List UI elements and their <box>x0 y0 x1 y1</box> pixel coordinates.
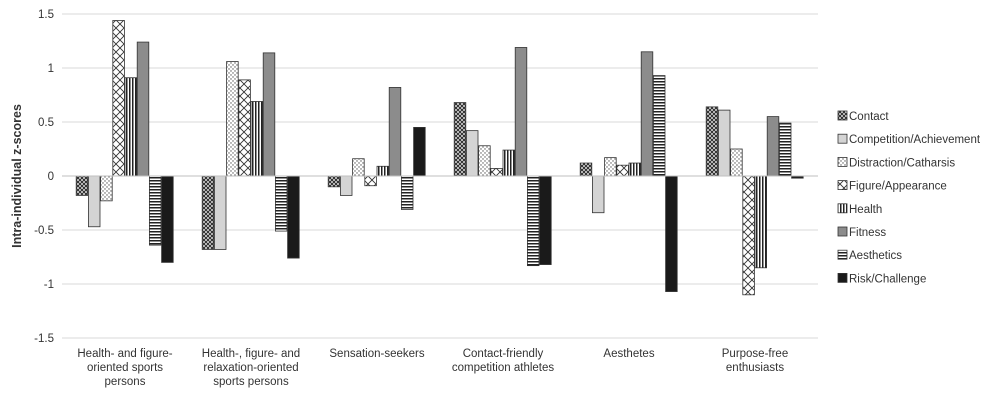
bar <box>539 175 552 265</box>
bar <box>287 175 300 259</box>
bar <box>502 149 516 177</box>
legend-label: Figure/Appearance <box>849 181 947 193</box>
bar <box>653 75 666 177</box>
bar <box>400 175 414 210</box>
bar <box>201 175 215 250</box>
bar <box>327 175 341 188</box>
legend-swatch <box>837 249 848 260</box>
bar <box>124 77 138 177</box>
bar <box>88 175 101 228</box>
bar <box>705 106 719 177</box>
legend-label: Contact <box>849 111 889 123</box>
bar <box>100 175 113 202</box>
bar <box>527 175 540 267</box>
bar <box>490 168 503 177</box>
bar <box>742 175 755 296</box>
y-axis-label: Intra-individual z-scores <box>10 104 24 248</box>
gridlines <box>62 13 818 339</box>
category-label: Aesthetes <box>603 348 654 360</box>
category-label: Purpose-free enthusiasts <box>722 348 788 374</box>
bar <box>274 175 288 232</box>
category-labels: Health- and figure-oriented sports person… <box>77 348 788 388</box>
y-tick-label: -1.5 <box>34 333 54 345</box>
y-tick-labels: 1.5 1 0.5 0 -0.5 -1 -1.5 <box>34 9 54 345</box>
y-tick-label: 1 <box>48 63 54 75</box>
bar <box>592 175 605 214</box>
bar <box>628 162 642 177</box>
y-tick-label: -0.5 <box>34 225 54 237</box>
bar <box>616 164 629 177</box>
legend-label: Aesthetics <box>849 250 902 262</box>
legend-swatch <box>837 203 848 214</box>
bar <box>148 175 162 246</box>
bar <box>413 127 426 177</box>
bar <box>136 41 150 177</box>
y-tick-label: 0 <box>48 171 54 183</box>
y-tick-label: 1.5 <box>38 9 54 21</box>
bars <box>75 20 804 296</box>
legend-label: Risk/Challenge <box>849 273 926 285</box>
legend-swatch <box>837 226 848 237</box>
bar <box>339 175 353 196</box>
legend-swatch <box>837 110 848 121</box>
bar <box>718 109 731 177</box>
y-tick-label: -1 <box>44 279 54 291</box>
bar <box>262 52 276 177</box>
bar <box>453 102 467 177</box>
bar <box>730 148 743 177</box>
bar <box>226 61 239 177</box>
bar <box>779 122 792 177</box>
category-label: Health-, figure- and relaxation-oriented s… <box>202 348 300 388</box>
bar <box>604 157 617 177</box>
bar <box>75 175 89 196</box>
bar <box>766 116 780 177</box>
legend-label: Distraction/Catharsis <box>849 157 955 169</box>
bar <box>514 47 528 177</box>
legend-label: Fitness <box>849 227 886 239</box>
category-label: Contact-friendly competition athletes <box>452 348 555 374</box>
bar <box>112 20 125 177</box>
bar <box>364 175 377 187</box>
bar <box>754 175 768 269</box>
bar <box>478 145 491 177</box>
bar <box>161 175 174 263</box>
bar <box>388 87 402 177</box>
bar <box>376 165 390 177</box>
bar <box>640 51 654 177</box>
category-label: Sensation-seekers <box>329 348 424 360</box>
bar <box>665 175 678 292</box>
legend-swatch <box>837 133 848 144</box>
legend-swatch <box>837 180 848 191</box>
y-tick-label: 0.5 <box>38 117 54 129</box>
bar <box>213 175 227 250</box>
bar <box>250 101 264 177</box>
legend: Contact Competition/Achievement Distractio… <box>837 110 981 285</box>
category-label: Health- and figure-oriented sports person… <box>77 348 172 388</box>
legend-swatch <box>837 272 848 283</box>
legend-label: Health <box>849 204 882 216</box>
bar <box>465 130 479 177</box>
legend-swatch <box>837 156 848 167</box>
bar <box>352 158 365 177</box>
legend-label: Competition/Achievement <box>849 134 981 146</box>
bar <box>579 162 593 177</box>
bar <box>238 79 251 177</box>
